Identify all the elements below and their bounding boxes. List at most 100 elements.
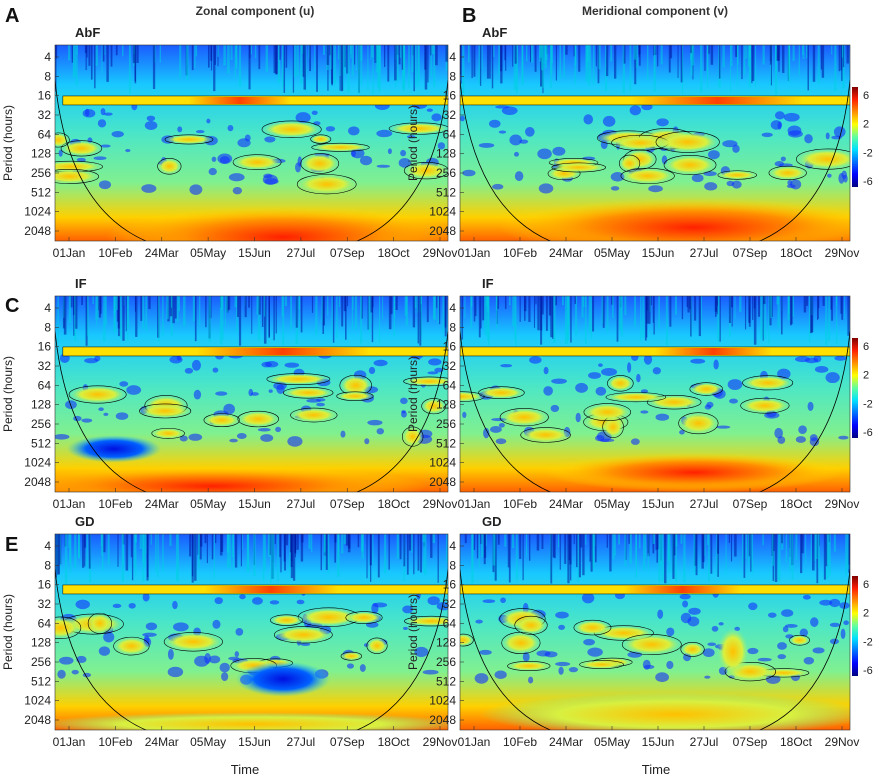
heatmap-B <box>460 45 850 241</box>
y-tick-label: 128 <box>436 398 456 412</box>
y-tick-label: 256 <box>31 166 51 180</box>
x-tick-label: 10Feb <box>98 735 132 749</box>
y-tick-label: 2048 <box>429 713 456 727</box>
y-tick-label: 4 <box>44 301 51 315</box>
y-tick-label: 16 <box>443 578 457 592</box>
y-tick-label: 4 <box>44 539 51 553</box>
x-tick-label: 29Nov <box>825 735 860 749</box>
y-tick-label: 4 <box>44 50 51 64</box>
plot-frame <box>459 44 851 242</box>
colorbar-F <box>852 576 858 676</box>
x-tick-label: 05May <box>594 497 630 511</box>
series-label-A: AbF <box>75 25 100 40</box>
cone-of-influence <box>460 331 850 492</box>
x-tick-label: 29Nov <box>825 246 860 260</box>
panel-B: B Period (hours) AbF 4 8 16 32 64 128 256 512 1024 2… <box>406 5 873 260</box>
x-tick-label: 07Sep <box>733 497 768 511</box>
x-tick-label: 07Sep <box>330 246 365 260</box>
col-title-meridional: Meridional component (v) <box>582 4 728 18</box>
panel-A: A Period (hours) AbF 4 8 16 32 64 128 256 512 1024 2… <box>1 5 458 260</box>
y-tick-label: 4 <box>449 539 456 553</box>
y-tick-label: 128 <box>436 147 456 161</box>
series-label-B: AbF <box>482 25 507 40</box>
y-tick-label: 1024 <box>429 456 456 470</box>
x-tick-label: 27Jul <box>287 246 316 260</box>
y-tick-label: 64 <box>38 127 52 141</box>
y-tick-label: 8 <box>449 69 456 83</box>
x-tick-label: 10Feb <box>503 246 537 260</box>
panel-letter-A: A <box>5 5 19 27</box>
y-tick-label: 32 <box>443 597 457 611</box>
colorbar-D <box>852 338 858 438</box>
x-tick-label: 01Jan <box>458 497 491 511</box>
x-tick-label: 27Jul <box>287 735 316 749</box>
x-tick-label: 18Oct <box>780 246 813 260</box>
x-tick-label: 15Jun <box>642 735 675 749</box>
colorbar-tick-label: -6 <box>863 665 873 677</box>
heatmap-background <box>55 534 448 730</box>
y-tick-label: 2048 <box>429 475 456 489</box>
heatmap-E <box>55 534 448 730</box>
panel-letter-E: E <box>5 534 18 556</box>
panel-E: E Period (hours) GD 4 8 16 32 64 128 256 512 1024 20… <box>1 514 458 749</box>
y-tick-label: 512 <box>436 185 456 199</box>
y-tick-label: 32 <box>38 108 52 122</box>
diurnal-band-peak <box>204 585 338 593</box>
y-tick-label: 16 <box>38 89 52 103</box>
x-tick-label: 27Jul <box>690 497 719 511</box>
colorbar-tick-label: 2 <box>863 608 869 620</box>
series-label-E: GD <box>75 514 95 529</box>
y-tick-label: 4 <box>449 301 456 315</box>
y-tick-label: 32 <box>443 359 457 373</box>
colorbar-tick-label: -2 <box>863 636 873 648</box>
x-tick-label: 29Nov <box>423 735 458 749</box>
y-tick-label: 2048 <box>429 224 456 238</box>
x-tick-label: 05May <box>594 735 630 749</box>
y-axis-label-A: Period (hours) <box>1 105 15 181</box>
y-tick-label: 2048 <box>24 224 51 238</box>
heatmap-C <box>55 296 448 492</box>
y-tick-label: 512 <box>31 185 51 199</box>
x-tick-label: 01Jan <box>458 246 491 260</box>
x-tick-label: 29Nov <box>423 246 458 260</box>
diurnal-band-peak <box>655 347 772 355</box>
x-tick-label: 18Oct <box>378 735 411 749</box>
y-tick-label: 64 <box>38 378 52 392</box>
x-tick-label: 15Jun <box>238 735 271 749</box>
colorbar-tick-label: 6 <box>863 579 869 591</box>
cone-of-influence <box>55 569 448 730</box>
y-tick-label: 16 <box>443 340 457 354</box>
y-tick-label: 32 <box>443 108 457 122</box>
x-tick-label: 24Mar <box>549 735 583 749</box>
x-tick-label: 01Jan <box>53 735 86 749</box>
y-tick-label: 512 <box>436 436 456 450</box>
y-tick-label: 8 <box>449 320 456 334</box>
x-tick-label: 07Sep <box>330 497 365 511</box>
x-tick-label: 29Nov <box>423 497 458 511</box>
y-axis-label-F: Period (hours) <box>406 594 420 670</box>
y-tick-label: 256 <box>31 655 51 669</box>
y-tick-label: 128 <box>31 636 51 650</box>
y-tick-label: 8 <box>449 558 456 572</box>
x-tick-label: 18Oct <box>378 497 411 511</box>
x-tick-label: 24Mar <box>549 246 583 260</box>
y-tick-label: 1024 <box>429 694 456 708</box>
y-tick-label: 128 <box>31 398 51 412</box>
x-tick-label: 18Oct <box>780 497 813 511</box>
panel-C: C Period (hours) IF 4 8 16 32 64 128 256 512 1024 20… <box>1 276 458 511</box>
x-tick-label: 01Jan <box>53 497 86 511</box>
x-tick-label: 05May <box>190 246 226 260</box>
heatmap-D <box>460 296 850 492</box>
x-tick-label: 29Nov <box>825 497 860 511</box>
cone-of-influence <box>55 331 448 492</box>
x-tick-label: 24Mar <box>145 246 179 260</box>
y-tick-label: 512 <box>31 674 51 688</box>
colorbar-tick-label: 6 <box>863 341 869 353</box>
heatmap-A <box>55 45 448 241</box>
series-label-D: IF <box>482 276 494 291</box>
plot-frame <box>54 44 449 242</box>
x-tick-label: 07Sep <box>330 735 365 749</box>
x-tick-label: 27Jul <box>287 497 316 511</box>
colorbar-tick-label: 6 <box>863 90 869 102</box>
x-tick-label: 05May <box>190 497 226 511</box>
